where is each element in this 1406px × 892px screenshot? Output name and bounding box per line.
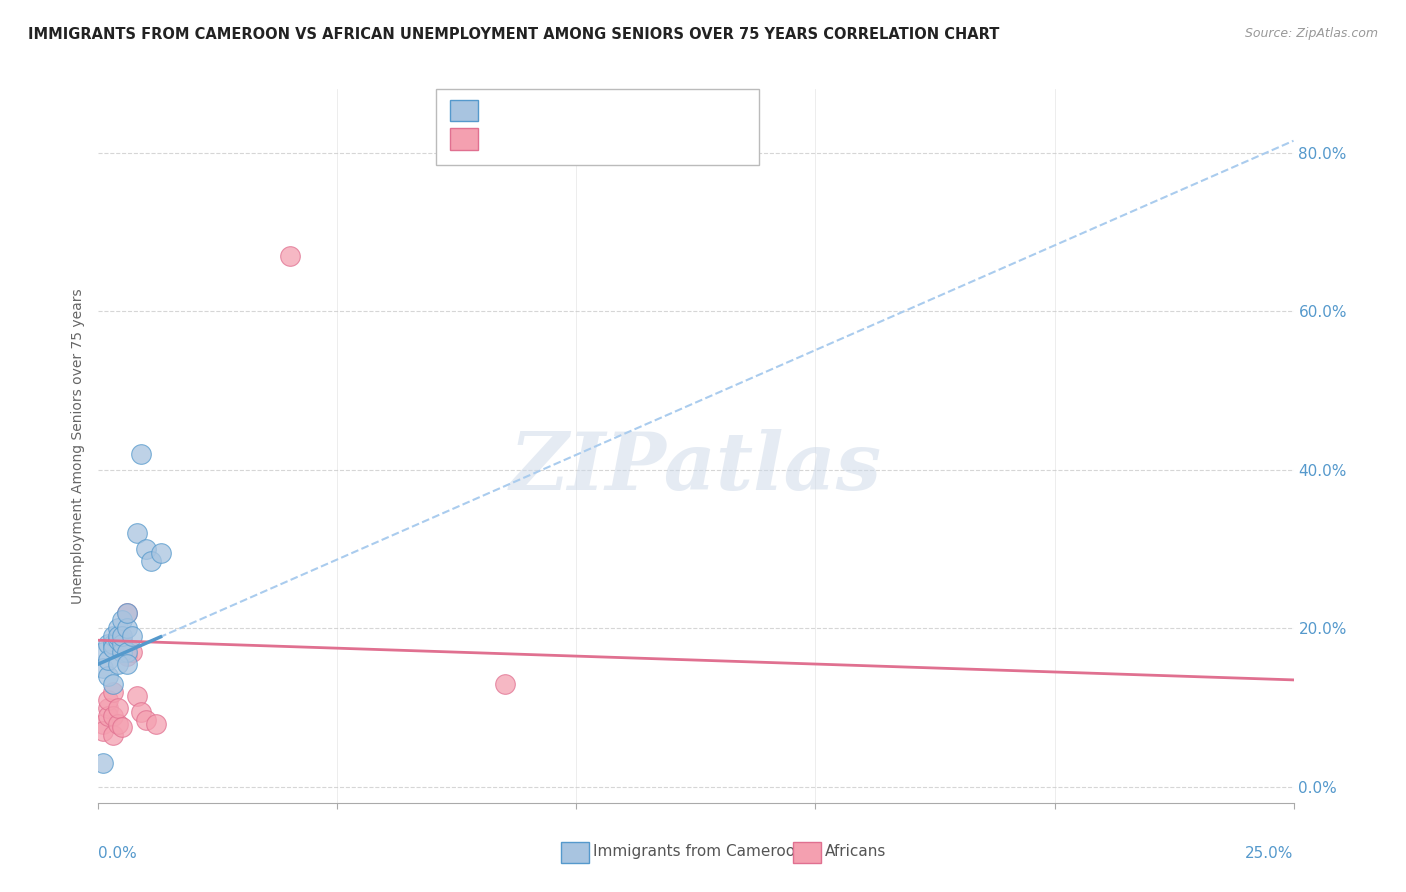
Point [115, 657, 138, 671]
Point [121, 645, 143, 659]
Point [91, 645, 114, 659]
Point [115, 621, 138, 635]
Point [111, 645, 134, 659]
Point [139, 554, 162, 568]
Text: Africans: Africans [825, 845, 887, 859]
Point [101, 708, 124, 723]
Point [101, 629, 124, 643]
Point [91, 716, 114, 731]
Point [107, 633, 129, 648]
Point [97, 692, 120, 706]
Text: Immigrants from Cameroon: Immigrants from Cameroon [593, 845, 806, 859]
Text: 0.0%: 0.0% [98, 846, 138, 861]
Point [115, 645, 138, 659]
Point [131, 447, 153, 461]
Text: N =: N = [562, 103, 596, 117]
Text: 21: 21 [592, 131, 613, 145]
Point [111, 614, 134, 628]
Point [149, 546, 172, 560]
Point [97, 708, 120, 723]
Text: 28: 28 [592, 103, 613, 117]
Point [101, 641, 124, 656]
Point [91, 724, 114, 739]
Point [97, 653, 120, 667]
Point [91, 756, 114, 771]
Text: ZIPatlas: ZIPatlas [510, 429, 882, 506]
Point [107, 716, 129, 731]
Point [101, 677, 124, 691]
Point [111, 629, 134, 643]
Point [97, 700, 120, 714]
Point [101, 637, 124, 651]
Text: N =: N = [562, 131, 596, 145]
Point [115, 606, 138, 620]
Point [115, 606, 138, 620]
Point [97, 637, 120, 651]
Point [107, 700, 129, 714]
Text: Source: ZipAtlas.com: Source: ZipAtlas.com [1244, 27, 1378, 40]
Point [494, 677, 516, 691]
Point [97, 669, 120, 683]
Point [131, 705, 153, 719]
Point [125, 689, 148, 703]
Text: R =: R = [485, 103, 519, 117]
Text: -0.045: -0.045 [516, 131, 571, 145]
Point [135, 542, 157, 557]
Point [125, 526, 148, 541]
Point [101, 728, 124, 742]
Point [145, 716, 167, 731]
Y-axis label: Unemployment Among Seniors over 75 years: Unemployment Among Seniors over 75 years [72, 288, 86, 604]
Point [107, 657, 129, 671]
Point [91, 661, 114, 675]
Point [101, 685, 124, 699]
Text: R =: R = [485, 131, 519, 145]
Point [107, 621, 129, 635]
Point [121, 629, 143, 643]
Point [111, 633, 134, 648]
Point [135, 713, 157, 727]
Point [111, 637, 134, 651]
Point [111, 721, 134, 735]
Point [278, 249, 301, 263]
Point [107, 629, 129, 643]
Point [115, 649, 138, 664]
Text: 0.383: 0.383 [516, 103, 564, 117]
Text: 25.0%: 25.0% [1246, 846, 1294, 861]
Text: IMMIGRANTS FROM CAMEROON VS AFRICAN UNEMPLOYMENT AMONG SENIORS OVER 75 YEARS COR: IMMIGRANTS FROM CAMEROON VS AFRICAN UNEM… [28, 27, 1000, 42]
